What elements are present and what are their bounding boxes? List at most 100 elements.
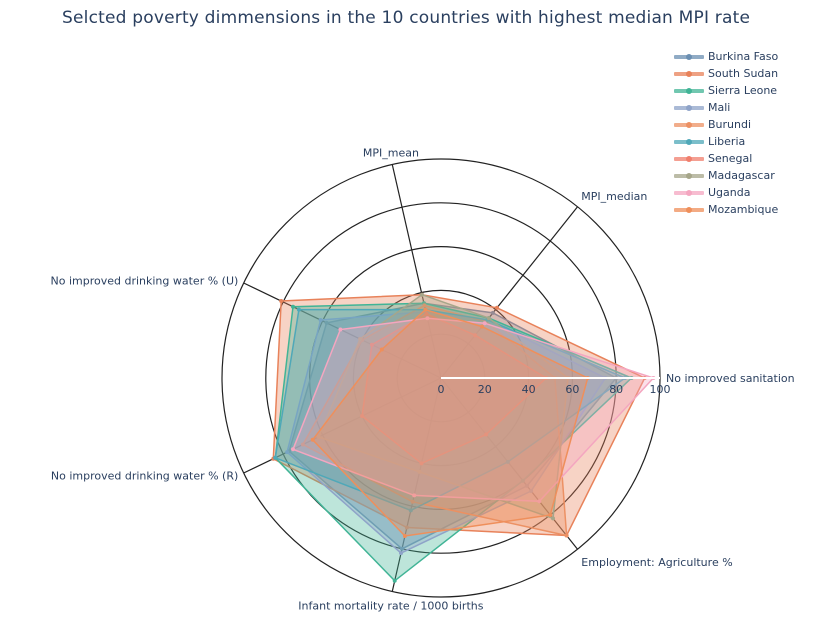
- data-point: [490, 310, 495, 315]
- axis-spoke: [243, 282, 442, 379]
- chart-title: Selcted poverty dimmensions in the 10 co…: [62, 8, 751, 28]
- data-point: [392, 578, 397, 583]
- data-point: [480, 324, 484, 329]
- axis-label: No improved sanitation: [666, 372, 795, 385]
- radial-tick-label: 80: [609, 383, 623, 396]
- data-point: [402, 534, 407, 538]
- data-point: [505, 459, 510, 464]
- legend-item[interactable]: Liberia: [674, 133, 824, 150]
- legend-item[interactable]: Burkina Faso: [674, 48, 824, 65]
- legend-label: Sierra Leone: [708, 84, 778, 97]
- axis-spoke: [391, 164, 442, 379]
- data-point: [273, 455, 278, 460]
- data-point: [482, 321, 487, 326]
- data-point: [324, 320, 329, 325]
- series-uganda: [291, 316, 656, 504]
- legend-label: Liberia: [708, 135, 746, 148]
- radar-series: [271, 292, 656, 583]
- legend-label: Mali: [708, 101, 731, 114]
- series-area: [272, 293, 646, 537]
- data-point: [525, 483, 529, 488]
- data-point: [422, 303, 427, 308]
- data-point: [551, 516, 555, 521]
- legend-swatch: [674, 86, 704, 96]
- legend-item[interactable]: Uganda: [674, 184, 824, 201]
- data-point: [404, 525, 409, 530]
- data-point: [300, 442, 305, 447]
- legend-label: Senegal: [708, 152, 753, 165]
- legend-swatch: [674, 171, 704, 181]
- legend-swatch: [674, 103, 704, 113]
- series-area: [274, 308, 627, 512]
- axis-label: No improved drinking water % (U): [50, 274, 238, 287]
- legend-label: Burundi: [708, 118, 752, 131]
- data-point: [369, 342, 374, 347]
- legend-item[interactable]: Senegal: [674, 150, 824, 167]
- legend-label: Mozambique: [708, 203, 779, 216]
- data-point: [484, 432, 489, 437]
- data-point: [358, 337, 363, 341]
- series-liberia: [273, 307, 627, 513]
- radial-tick-label: 40: [522, 383, 536, 396]
- axis-spoke: [391, 377, 442, 592]
- series-area: [311, 308, 589, 537]
- data-point: [285, 450, 290, 455]
- series-south-sudan: [271, 292, 647, 538]
- axis-label: MPI_median: [581, 190, 647, 203]
- legend-label: Burkina Faso: [708, 50, 779, 63]
- legend-label: South Sudan: [708, 67, 779, 80]
- data-point: [410, 499, 415, 504]
- legend-item[interactable]: Sierra Leone: [674, 82, 824, 99]
- legend-swatch: [674, 154, 704, 164]
- radial-tick-label: 100: [650, 383, 671, 396]
- series-mozambique: [310, 307, 590, 538]
- data-point: [316, 434, 321, 439]
- data-point: [495, 305, 499, 310]
- radar-grid: [221, 158, 661, 598]
- legend-swatch: [674, 69, 704, 79]
- data-point: [399, 551, 403, 556]
- data-point: [417, 469, 422, 474]
- series-area: [361, 313, 548, 465]
- data-point: [408, 508, 413, 513]
- axis-label: Infant mortality rate / 1000 births: [298, 599, 483, 612]
- data-point: [486, 316, 491, 321]
- legend-item[interactable]: South Sudan: [674, 65, 824, 82]
- data-point: [291, 447, 295, 452]
- legend-item[interactable]: Madagascar: [674, 167, 824, 184]
- series-area: [292, 317, 655, 503]
- chart-legend: Burkina Faso South Sudan Sierra Leone Mali B…: [674, 48, 824, 218]
- legend-swatch: [674, 52, 704, 62]
- legend-item[interactable]: Mozambique: [674, 201, 824, 218]
- legend-swatch: [674, 188, 704, 198]
- data-point: [318, 318, 323, 322]
- axis-spoke: [440, 377, 579, 550]
- data-point: [424, 311, 429, 316]
- legend-item[interactable]: Burundi: [674, 116, 824, 133]
- legend-swatch: [674, 205, 704, 215]
- legend-item[interactable]: Mali: [674, 99, 824, 116]
- data-point: [296, 307, 301, 312]
- data-point: [423, 307, 428, 312]
- legend-label: Madagascar: [708, 169, 775, 182]
- radial-tick-label: 20: [478, 383, 492, 396]
- legend-swatch: [674, 120, 704, 130]
- data-point: [360, 414, 365, 418]
- radial-tick-label: 60: [565, 383, 579, 396]
- data-point: [420, 292, 424, 297]
- data-point: [564, 533, 569, 538]
- legend-label: Uganda: [708, 186, 751, 199]
- axis-label: No improved drinking water % (R): [51, 470, 238, 483]
- data-point: [425, 316, 430, 321]
- radial-tick-label: 0: [438, 383, 445, 396]
- legend-swatch: [674, 137, 704, 147]
- axis-label: Employment: Agriculture %: [581, 556, 732, 569]
- data-point: [537, 499, 542, 504]
- data-point: [419, 461, 424, 466]
- axis-spoke: [440, 206, 579, 379]
- data-point: [379, 347, 384, 352]
- data-point: [473, 333, 478, 338]
- data-point: [338, 327, 343, 332]
